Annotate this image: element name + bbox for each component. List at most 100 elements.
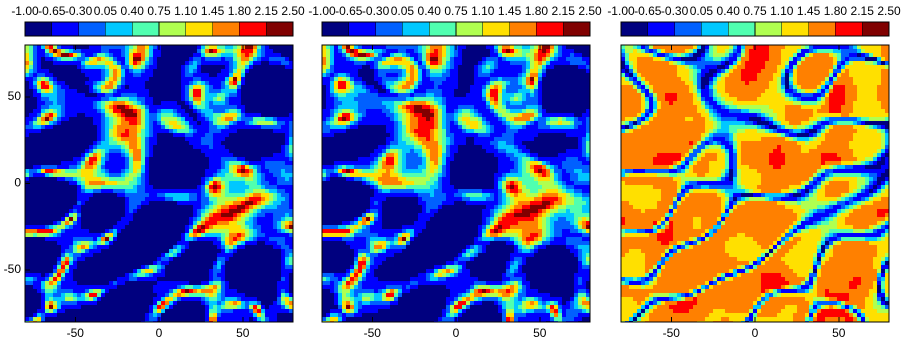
field-cell [277,249,281,253]
field-cell [145,149,149,153]
field-cell [145,165,149,169]
field-cell [269,217,273,221]
field-cell [193,201,197,205]
field-cell [25,317,29,321]
field-cell [153,229,157,233]
field-cell [69,85,73,89]
field-cell [73,93,77,97]
field-cell [145,213,149,217]
field-cell [486,49,490,53]
field-cell [261,181,265,185]
field-cell [45,217,49,221]
field-cell [37,277,41,281]
field-cell [193,177,197,181]
field-cell [189,61,193,65]
field-cell [157,77,161,81]
field-cell [281,89,285,93]
field-cell [101,57,105,61]
field-cell [37,153,41,157]
field-cell [446,49,450,53]
field-cell [189,309,193,313]
field-cell [125,221,129,225]
panel: -1.00-0.65-0.300.050.400.751.101.451.802… [308,4,602,340]
field-cell [205,85,209,89]
field-cell [57,265,61,269]
field-cell [197,101,201,105]
field-cell [522,53,526,57]
field-cell [253,73,257,77]
field-cell [117,209,121,213]
field-cell [157,161,161,165]
field-cell [141,149,145,153]
field-cell [117,225,121,229]
field-cell [65,245,69,249]
field-cell [29,157,33,161]
field-cell [29,153,33,157]
field-cell [213,165,217,169]
field-cell [241,121,245,125]
field-cell [289,81,293,85]
field-cell [89,301,93,305]
field-cell [33,193,37,197]
field-cell [257,109,261,113]
field-cell [434,57,438,61]
field-cell [518,57,522,61]
field-cell [506,57,510,61]
field-cell [185,141,189,145]
field-cell [458,57,462,61]
field-cell [169,149,173,153]
field-cell [390,53,394,57]
field-cell [145,193,149,197]
field-cell [113,197,117,201]
field-cell [37,109,41,113]
field-cell [77,201,81,205]
field-cell [29,305,33,309]
field-cell [265,149,269,153]
field-cell [137,145,141,149]
field-cell [121,205,125,209]
field-cell [105,101,109,105]
field-cell [113,129,117,133]
field-cell [442,49,446,53]
field-cell [253,93,257,97]
field-cell [133,277,137,281]
field-cell [41,169,45,173]
field-cell [197,125,201,129]
field-cell [145,249,149,253]
field-cell [342,57,346,61]
field-cell [289,297,293,301]
field-cell [41,133,45,137]
field-cell [113,69,117,73]
field-cell [173,97,177,101]
field-cell [237,241,241,245]
field-cell [257,117,261,121]
field-cell [225,205,229,209]
field-cell [197,225,201,229]
field-cell [161,85,165,89]
field-cell [117,269,121,273]
field-cell [277,273,281,277]
field-cell [257,277,261,281]
field-cell [41,89,45,93]
field-cell [225,177,229,181]
field-cell [61,137,65,141]
field-cell [237,249,241,253]
field-cell [73,265,77,269]
field-cell [261,289,265,293]
field-cell [442,45,446,49]
field-cell [249,257,253,261]
field-cell [41,49,45,53]
field-cell [225,289,229,293]
field-cell [97,297,101,301]
field-cell [229,205,233,209]
field-cell [161,149,165,153]
field-cell [105,233,109,237]
field-cell [57,73,61,77]
field-cell [261,45,265,49]
field-cell [117,309,121,313]
field-cell [109,301,113,305]
field-cell [93,209,97,213]
field-cell [189,249,193,253]
field-cell [77,113,81,117]
field-cell [370,57,374,61]
